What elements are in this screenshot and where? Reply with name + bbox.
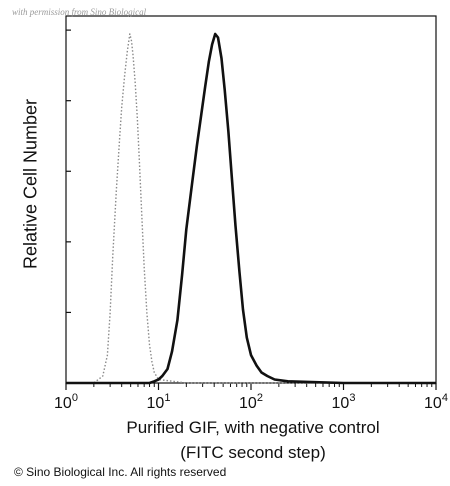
- x-axis-tick-label: 103: [332, 392, 356, 412]
- x-axis-tick-label: 100: [54, 392, 78, 412]
- watermark-text: with permission from Sino Biological: [12, 7, 147, 17]
- x-axis-tick-label: 104: [424, 392, 448, 412]
- x-axis-label-line-2: (FITC second step): [180, 443, 326, 462]
- copyright-notice: © Sino Biological Inc. All rights reserv…: [14, 465, 227, 479]
- x-axis-label-line-1: Purified GIF, with negative control: [126, 418, 380, 437]
- x-axis-tick-label: 102: [239, 392, 263, 412]
- plot-frame: [65, 15, 437, 384]
- purified-gif-curve: [66, 32, 436, 385]
- x-axis-tick-label: 101: [147, 392, 171, 412]
- y-axis-label-text: Relative Cell Number: [20, 98, 41, 270]
- negative-control-curve: [66, 33, 436, 384]
